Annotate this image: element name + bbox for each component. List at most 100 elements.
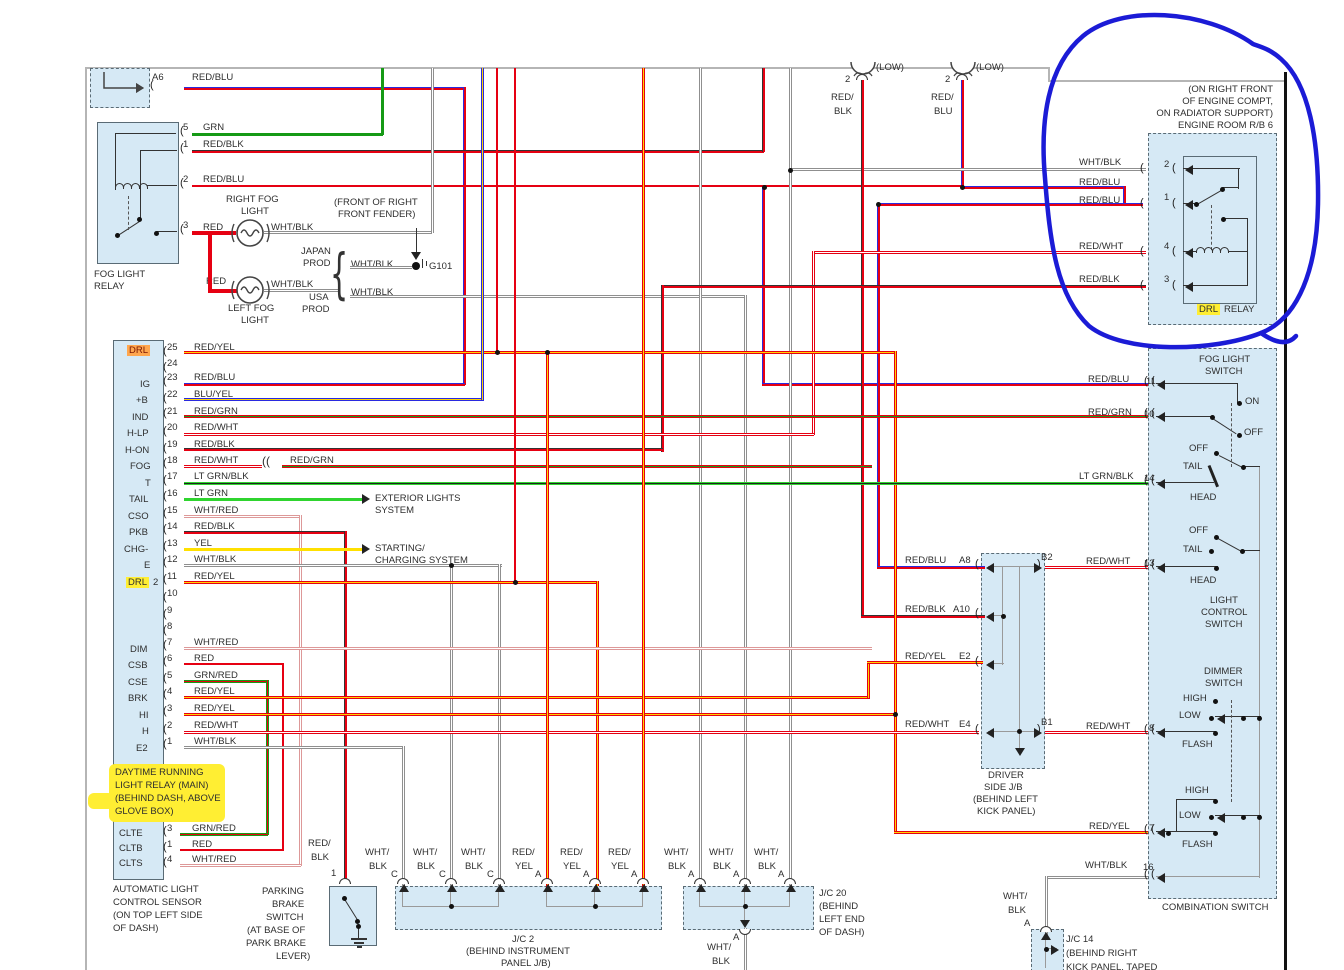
junction-dot: [1209, 815, 1214, 820]
connector-arc-icon: (: [163, 608, 167, 620]
label-connector_left: H-ON: [125, 445, 150, 456]
connector-arc-icon: (: [975, 723, 979, 735]
label-driver_jb: RED/BLU: [905, 555, 947, 566]
label-sensor: CONTROL SENSOR: [113, 897, 202, 908]
junction-dot: [1017, 729, 1022, 734]
arrowhead-icon: [447, 884, 457, 892]
wire-segment: [184, 663, 284, 665]
label-connector_pins: 24: [167, 358, 178, 369]
connector-arc-icon: (: [1151, 375, 1155, 387]
junction-dot: [1237, 433, 1242, 438]
connector-arc-icon: (: [1140, 245, 1144, 257]
pin-arc-icon: [739, 878, 751, 884]
label-top_left: WHT/BLK: [351, 259, 394, 270]
label-bottom: C: [487, 869, 494, 880]
label-top_left: WHT/BLK: [271, 279, 314, 290]
label-connector_pins: RED/YEL: [194, 686, 235, 697]
junction-dot: [1221, 217, 1226, 222]
label-bottom: RED/: [608, 847, 631, 858]
label-connector_pins: RED/GRN: [290, 455, 334, 466]
arrowhead-icon: [1157, 479, 1165, 489]
connector-arc-icon: (: [1140, 162, 1144, 174]
label-top_left: RED/BLU: [192, 72, 234, 83]
connector-arc-icon: (: [1172, 197, 1176, 209]
wire-segment: [299, 515, 302, 866]
label-combination_switch: OFF: [1189, 525, 1208, 536]
connector-arc-icon: (: [163, 573, 167, 585]
label-driver_jb: E4: [959, 719, 971, 730]
label-connector_pins: WHT/RED: [194, 505, 239, 516]
label-connector_pins: 13: [167, 538, 178, 549]
wire-segment: [1242, 550, 1260, 552]
wire-segment: [1224, 218, 1248, 220]
drl-main-relay-connector-box: [113, 340, 164, 765]
label-bottom: WHT/: [365, 847, 390, 858]
junction-dot: [1240, 549, 1245, 554]
label-combination_switch: HIGH: [1185, 785, 1209, 796]
label-bottom: RED/: [512, 847, 535, 858]
junction-dot: [960, 185, 965, 190]
junction-dot: [1210, 415, 1215, 420]
wire-segment: [350, 266, 412, 269]
label-bottom: BRAKE: [272, 899, 305, 910]
label-connector_left: FOG: [130, 461, 151, 472]
connector-arc-icon: ): [1037, 723, 1041, 735]
wire-segment: [744, 295, 747, 886]
label-bottom: YEL: [563, 861, 581, 872]
label-bottom: J/C 2: [512, 934, 535, 945]
label-top_left: FRONT FENDER): [338, 209, 416, 220]
wire-segment: [1156, 416, 1212, 418]
wire-segment: [1177, 799, 1216, 801]
wire-segment: [184, 746, 404, 749]
label-combination_switch: SWITCH: [1205, 619, 1243, 630]
wire-segment: [180, 833, 268, 836]
page-right-border: [1284, 72, 1287, 970]
wire-segment: [147, 185, 177, 187]
wire-segment: [184, 531, 346, 534]
label-bottom: WHT/: [413, 847, 438, 858]
wire-segment: [184, 433, 814, 436]
junction-dot: [1001, 614, 1006, 619]
arrowhead-icon: [591, 884, 601, 892]
a6-arrow-icon: [103, 72, 144, 93]
label-top_left: USA: [309, 292, 329, 303]
label-connector_left: H-LP: [127, 428, 149, 439]
arrowhead-icon: [1034, 563, 1042, 573]
junction-dot: [449, 563, 454, 568]
wire-segment: [861, 78, 864, 617]
label-bottom: WHT/: [664, 847, 689, 858]
label-bottom: A: [733, 869, 740, 880]
label-system_arrows: SYSTEM: [375, 505, 415, 516]
label-bottom: PARK BRAKE: [246, 938, 307, 949]
connector-arc-icon: (: [163, 490, 167, 502]
label-connector_left: CSE: [128, 677, 148, 688]
wire-segment: [141, 150, 177, 152]
wire-segment: [1259, 466, 1261, 878]
label-bottom: J/C 20: [819, 888, 847, 899]
junction-dot: [495, 350, 500, 355]
wire-segment: [184, 680, 268, 683]
connector-arc-icon: (: [975, 655, 979, 667]
right-fog-light-bulb-icon: [231, 219, 270, 247]
label-connector_left: HI: [139, 710, 149, 721]
wire-segment: [266, 680, 269, 835]
headlight-low-left-icon: [850, 61, 876, 77]
label-bottom: RED/: [308, 838, 331, 849]
wire-segment: [594, 890, 596, 907]
label-combination_switch: LIGHT: [1210, 595, 1238, 606]
wire-segment: [894, 831, 1148, 834]
label-combination_switch: RED/GRN: [1088, 407, 1132, 418]
connector-arc-icon: (: [163, 457, 167, 469]
wire-segment: [498, 890, 500, 907]
pin-arc-icon: [637, 878, 649, 884]
connector-arc-icon: (: [180, 125, 184, 137]
arrowhead-icon: [639, 884, 649, 892]
arrowhead-icon: [1041, 932, 1051, 940]
label-driver_jb: (BEHIND LEFT: [973, 794, 1038, 805]
label-bottom: J/C 14: [1066, 934, 1094, 945]
wire-segment: [358, 926, 360, 938]
connector-arc-icon: (: [163, 825, 167, 837]
wire-segment: [988, 731, 1040, 733]
junction-dot: [1194, 202, 1199, 207]
wire-segment: [1045, 731, 1148, 734]
